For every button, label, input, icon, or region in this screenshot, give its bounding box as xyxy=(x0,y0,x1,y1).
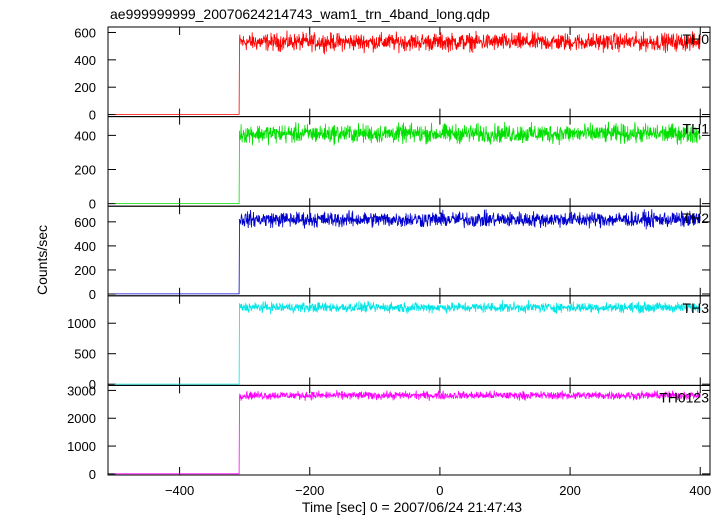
panel-th1: 0 200 400 TH1 xyxy=(74,116,711,212)
series-label: TH2 xyxy=(683,210,710,226)
series-line-th0 xyxy=(114,30,701,115)
series-label: TH3 xyxy=(683,300,710,316)
y-tick-label: 1000 xyxy=(67,439,96,454)
x-tick-label: −200 xyxy=(295,483,324,498)
y-tick-label: 200 xyxy=(74,263,96,278)
y-tick-label: 600 xyxy=(74,25,96,40)
series-label: TH0 xyxy=(683,31,710,47)
panel-stack: 0 200 400 600 TH0 0 200 400 TH1 0 200 400 600 TH2 0 500… xyxy=(67,25,711,498)
series-line-th2 xyxy=(114,209,701,295)
y-tick-label: 2000 xyxy=(67,411,96,426)
y-tick-label: 0 xyxy=(89,467,96,482)
panel-th0123: 0 1000 2000 3000 TH0123 xyxy=(67,383,711,482)
series-label: TH0123 xyxy=(659,389,709,405)
series-line-th3 xyxy=(114,300,701,385)
x-tick-label: 400 xyxy=(689,483,711,498)
y-tick-label: 0 xyxy=(89,287,96,302)
y-tick-label: 3000 xyxy=(67,383,96,398)
x-tick-label: 0 xyxy=(436,483,443,498)
y-tick-label: 1000 xyxy=(67,316,96,331)
y-tick-label: 200 xyxy=(74,80,96,95)
x-tick-label: 200 xyxy=(559,483,581,498)
chart-title: ae999999999_20070624214743_wam1_trn_4ban… xyxy=(110,6,490,22)
series-line-th1 xyxy=(114,121,701,204)
panel-th3: 0 500 1000 TH3 xyxy=(67,295,711,392)
panel-th2: 0 200 400 600 TH2 xyxy=(74,205,711,302)
series-line-th0123 xyxy=(114,390,701,475)
y-tick-label: 500 xyxy=(74,347,96,362)
y-tick-label: 400 xyxy=(74,239,96,254)
x-tick-label: −400 xyxy=(165,483,194,498)
y-tick-label: 0 xyxy=(89,108,96,123)
y-tick-label: 400 xyxy=(74,53,96,68)
y-tick-label: 200 xyxy=(74,163,96,178)
y-tick-label: 400 xyxy=(74,128,96,143)
y-tick-label: 0 xyxy=(89,377,96,392)
x-axis-title: Time [sec] 0 = 2007/06/24 21:47:43 xyxy=(302,499,522,515)
y-tick-label: 0 xyxy=(89,197,96,212)
panel-frame xyxy=(107,384,711,476)
panel-th0: 0 200 400 600 TH0 xyxy=(74,25,711,123)
y-tick-label: 600 xyxy=(74,215,96,230)
series-label: TH1 xyxy=(683,121,710,137)
y-axis-title: Counts/sec xyxy=(34,225,50,295)
